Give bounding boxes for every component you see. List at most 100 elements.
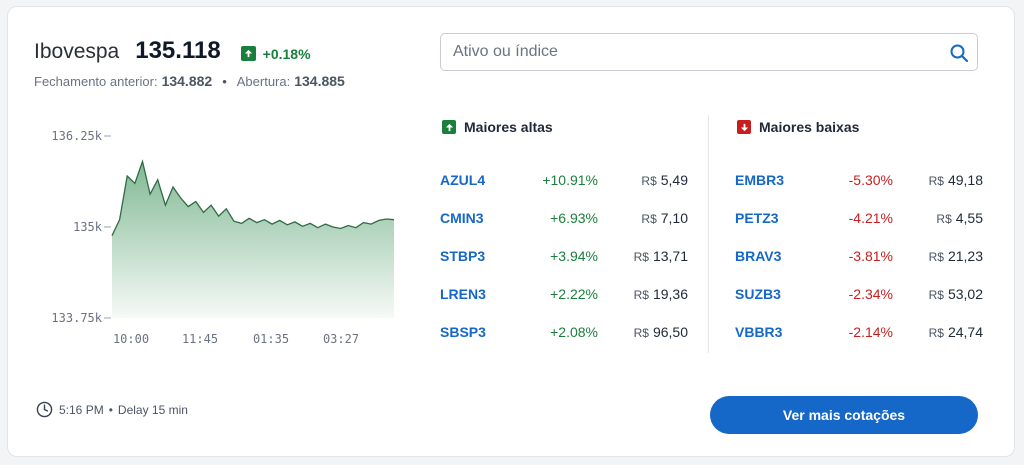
search-box[interactable] [440, 33, 978, 71]
stock-symbol[interactable]: SBSP3 [440, 324, 486, 340]
mover-row[interactable]: LREN3 +2.22% R$ 19,36 [440, 276, 688, 314]
currency-label: R$ [928, 288, 944, 302]
arrow-down-icon [737, 120, 751, 134]
stock-symbol[interactable]: EMBR3 [735, 172, 785, 188]
stock-price: R$ 19,36 [634, 286, 688, 302]
stock-price: R$ 24,74 [929, 324, 983, 340]
price-value: 5,49 [660, 172, 688, 188]
stock-symbol[interactable]: STBP3 [440, 248, 486, 264]
losers-title: Maiores baixas [759, 119, 860, 135]
search-input[interactable] [441, 34, 945, 70]
mover-row[interactable]: EMBR3 -5.30% R$ 49,18 [735, 162, 983, 200]
arrow-up-icon [240, 46, 256, 61]
price-value: 24,74 [947, 324, 983, 340]
separator-dot: • [222, 74, 227, 89]
stock-change: +6.93% [550, 210, 598, 226]
index-chart: 136.25k 135k 133.75k 10:00 11:45 01:35 03:27 [51, 129, 395, 344]
stock-change: +3.94% [550, 248, 598, 264]
gainers-list: AZUL4 +10.91% R$ 5,49 CMIN3 +6.93% R$ 7,10 STBP3… [440, 162, 688, 352]
currency-label: R$ [928, 174, 944, 188]
stock-price: R$ 96,50 [634, 324, 688, 340]
stock-price: R$ 49,18 [929, 172, 983, 188]
stock-symbol[interactable]: CMIN3 [440, 210, 484, 226]
currency-label: R$ [641, 174, 657, 188]
price-value: 13,71 [652, 248, 688, 264]
column-divider [708, 115, 709, 353]
stock-symbol[interactable]: LREN3 [440, 286, 486, 302]
stock-symbol[interactable]: BRAV3 [735, 248, 782, 264]
stock-change: +2.08% [550, 324, 598, 340]
currency-label: R$ [936, 212, 952, 226]
stock-change: -2.14% [848, 324, 893, 340]
gainers-header: Maiores altas [442, 119, 553, 135]
x-tick-label: 11:45 [182, 332, 218, 344]
currency-label: R$ [633, 326, 649, 340]
currency-label: R$ [641, 212, 657, 226]
stock-symbol[interactable]: SUZB3 [735, 286, 781, 302]
time-text: 5:16 PM [59, 402, 104, 417]
gainers-title: Maiores altas [464, 119, 553, 135]
index-value: 135.118 [135, 37, 221, 64]
market-card: Ibovespa 135.118 +0.18% Fechamento anter… [7, 6, 1015, 457]
stock-change: -4.21% [848, 210, 893, 226]
price-value: 7,10 [660, 210, 688, 226]
mover-row[interactable]: CMIN3 +6.93% R$ 7,10 [440, 200, 688, 238]
y-tick-label: 133.75k [51, 311, 102, 325]
update-time: 5:16 PM • Delay 15 min [36, 401, 188, 418]
stock-price: R$ 7,10 [641, 210, 688, 226]
delay-text: Delay 15 min [117, 402, 188, 417]
mover-row[interactable]: AZUL4 +10.91% R$ 5,49 [440, 162, 688, 200]
stock-change: +10.91% [542, 172, 598, 188]
index-details: Fechamento anterior: 134.882 • Abertura:… [34, 73, 345, 89]
y-tick-label: 136.25k [51, 129, 102, 143]
stock-symbol[interactable]: VBBR3 [735, 324, 783, 340]
x-tick-label: 10:00 [113, 332, 149, 344]
more-quotes-button[interactable]: Ver mais cotações [710, 396, 978, 434]
price-value: 53,02 [947, 286, 983, 302]
losers-header: Maiores baixas [737, 119, 859, 135]
currency-label: R$ [928, 326, 944, 340]
index-name: Ibovespa [34, 40, 120, 63]
stock-change: -5.30% [848, 172, 893, 188]
index-header: Ibovespa 135.118 +0.18% [34, 37, 311, 65]
currency-label: R$ [928, 250, 944, 264]
open-value: 134.885 [294, 73, 345, 89]
mover-row[interactable]: VBBR3 -2.14% R$ 24,74 [735, 314, 983, 352]
stock-price: R$ 5,49 [641, 172, 688, 188]
search-icon[interactable] [949, 43, 969, 68]
stock-symbol[interactable]: AZUL4 [440, 172, 486, 188]
losers-list: EMBR3 -5.30% R$ 49,18 PETZ3 -4.21% R$ 4,55 BRAV3… [735, 162, 983, 352]
prev-close-value: 134.882 [161, 73, 213, 89]
open-label: Abertura: [236, 74, 291, 89]
price-value: 4,55 [955, 210, 983, 226]
mover-row[interactable]: SUZB3 -2.34% R$ 53,02 [735, 276, 983, 314]
mover-row[interactable]: BRAV3 -3.81% R$ 21,23 [735, 238, 983, 276]
mover-row[interactable]: STBP3 +3.94% R$ 13,71 [440, 238, 688, 276]
stock-change: -2.34% [848, 286, 893, 302]
chart-line [111, 159, 395, 236]
clock-icon [36, 401, 53, 418]
stock-change: -3.81% [848, 248, 893, 264]
x-tick-label: 01:35 [253, 332, 289, 344]
currency-label: R$ [633, 288, 649, 302]
price-value: 21,23 [947, 248, 983, 264]
stock-price: R$ 21,23 [929, 248, 983, 264]
currency-label: R$ [633, 250, 649, 264]
stock-price: R$ 53,02 [929, 286, 983, 302]
stock-price: R$ 4,55 [936, 210, 983, 226]
y-tick-label: 135k [73, 220, 103, 234]
mover-row[interactable]: PETZ3 -4.21% R$ 4,55 [735, 200, 983, 238]
stock-price: R$ 13,71 [634, 248, 688, 264]
price-value: 96,50 [652, 324, 688, 340]
index-change: +0.18% [240, 45, 311, 62]
mover-row[interactable]: SBSP3 +2.08% R$ 96,50 [440, 314, 688, 352]
price-value: 49,18 [947, 172, 983, 188]
price-value: 19,36 [652, 286, 688, 302]
prev-close-label: Fechamento anterior: [34, 74, 158, 89]
x-tick-label: 03:27 [323, 332, 359, 344]
index-change-value: +0.18% [262, 45, 311, 62]
separator-dot: • [108, 402, 113, 417]
arrow-up-icon [442, 120, 456, 134]
stock-symbol[interactable]: PETZ3 [735, 210, 779, 226]
stock-change: +2.22% [550, 286, 598, 302]
